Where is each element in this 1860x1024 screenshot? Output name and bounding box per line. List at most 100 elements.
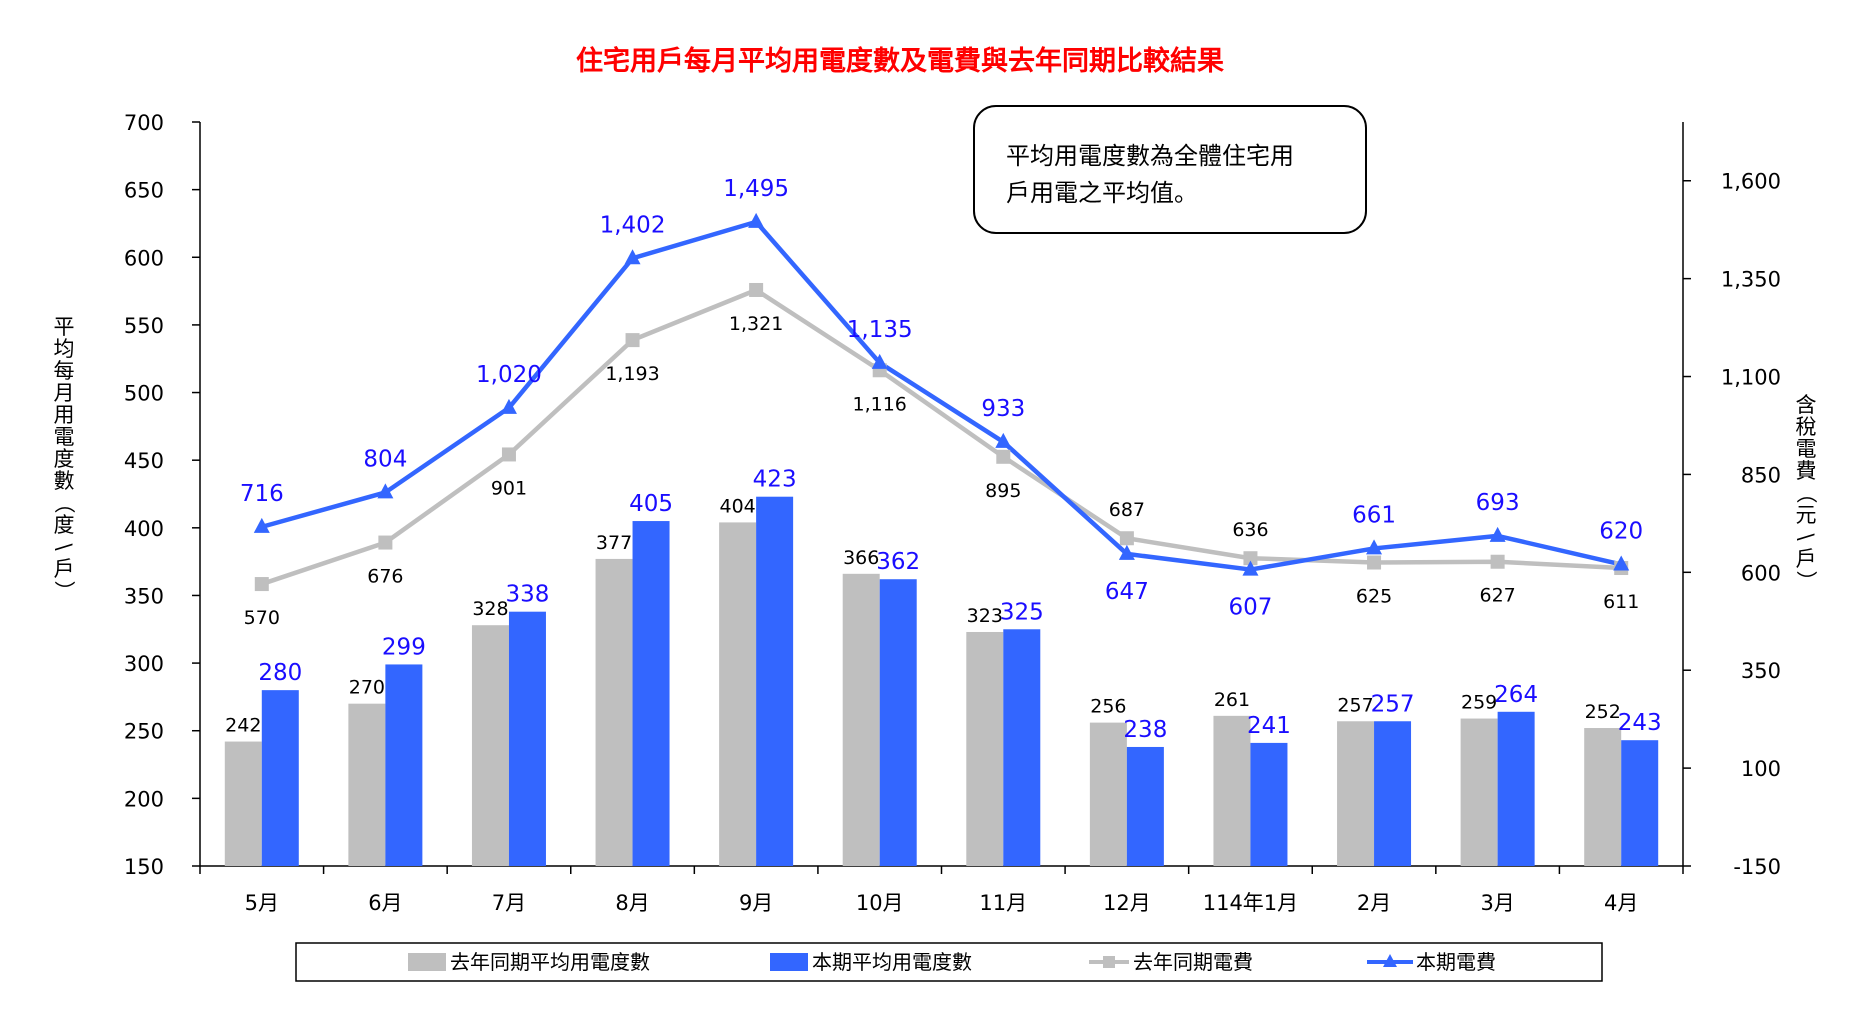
y-tick-label: 550 (124, 314, 164, 338)
bar-label-prev: 259 (1461, 692, 1497, 714)
legend: 去年同期平均用電度數 本期平均用電度數 去年同期電費 本期電費 (295, 942, 1603, 982)
bar-label-prev: 366 (843, 547, 879, 569)
line-label-curr-fee: 716 (240, 481, 284, 507)
marker-curr-fee (871, 353, 888, 369)
bar-curr-kwh (1621, 740, 1659, 866)
legend-label-curr-kwh: 本期平均用電度數 (812, 950, 972, 974)
bar-prev-kwh (1584, 728, 1622, 866)
y-tick-label: 250 (124, 720, 164, 744)
legend-marker-prev-fee (1103, 956, 1115, 968)
legend-swatch-curr-kwh (770, 953, 808, 971)
line-label-curr-fee: 1,020 (476, 362, 542, 388)
x-tick-label: 3月 (1480, 891, 1514, 915)
bar-curr-kwh (385, 664, 423, 866)
bar-label-prev: 257 (1337, 694, 1373, 716)
marker-curr-fee (1242, 560, 1259, 576)
bar-curr-kwh (632, 521, 670, 866)
marker-curr-fee (1489, 526, 1506, 542)
axis-title-char: 月 (54, 381, 75, 405)
axis-title-char: 平 (54, 315, 75, 339)
bar-label-prev: 377 (596, 532, 632, 554)
marker-prev-fee (378, 535, 393, 550)
legend-label-prev-fee: 去年同期電費 (1133, 950, 1253, 974)
line-label-curr-fee: 693 (1476, 490, 1520, 516)
axis-title-char: 稅 (1796, 415, 1817, 439)
axis-title-char: 含 (1796, 393, 1817, 417)
bar-label-curr: 280 (258, 660, 302, 686)
line-label-prev-fee: 611 (1603, 591, 1639, 613)
line-prev-fee (261, 287, 1622, 587)
bar-prev-kwh (966, 631, 1004, 866)
marker-curr-fee (1613, 555, 1630, 571)
axis-title-char: \ (52, 543, 76, 551)
axes: 700 650 600 550 500 450 400 350 300 250 200 150 1,60… (52, 111, 1818, 915)
axis-title-char: 均 (54, 337, 75, 361)
axis-title-char: 度 (54, 447, 75, 471)
bar-curr-kwh (1126, 746, 1164, 866)
bar-curr-kwh (1374, 721, 1412, 866)
axis-title-char: 電 (54, 425, 75, 449)
bar-label-prev: 256 (1090, 696, 1126, 718)
y2-tick-label: 350 (1741, 659, 1781, 683)
bar-label-curr: 241 (1247, 713, 1291, 739)
marker-prev-fee (625, 333, 640, 348)
legend-label-prev-kwh: 去年同期平均用電度數 (450, 950, 650, 974)
y-tick-label: 600 (124, 246, 164, 270)
marker-curr-fee (253, 517, 270, 533)
bar-prev-kwh (1460, 718, 1498, 866)
bar-prev-kwh (471, 625, 509, 866)
bar-curr-kwh (1003, 629, 1041, 866)
marker-prev-fee (1367, 555, 1382, 570)
bar-curr-kwh (1250, 742, 1288, 866)
bars (224, 496, 1659, 866)
axis-title-char: 用 (54, 403, 75, 427)
bar-prev-kwh (842, 573, 880, 866)
line-label-prev-fee: 625 (1356, 586, 1392, 608)
line-label-curr-fee: 661 (1352, 502, 1396, 528)
y2-tick-label: 850 (1741, 463, 1781, 487)
x-tick-label: 6月 (368, 891, 402, 915)
bar-prev-kwh (1337, 721, 1375, 866)
marker-prev-fee (996, 449, 1011, 464)
legend-label-curr-fee: 本期電費 (1416, 950, 1496, 974)
axis-title-char: 度 (54, 513, 75, 537)
x-tick-label: 12月 (1103, 891, 1151, 915)
annotation-text: 平均用電度數為全體住宅用 (1006, 142, 1294, 170)
x-tick-label: 2月 (1357, 891, 1391, 915)
line-label-prev-fee: 676 (367, 566, 403, 588)
line-curr-fee (261, 219, 1622, 572)
bar-curr-kwh (261, 690, 299, 866)
annotation-frame (973, 105, 1367, 234)
marker-prev-fee (1490, 554, 1505, 569)
x-tick-label: 114年1月 (1203, 891, 1298, 915)
bar-prev-kwh (348, 703, 386, 866)
x-tick-label: 10月 (856, 891, 904, 915)
x-tick-label: 8月 (615, 891, 649, 915)
chart-title: 住宅用戶每月平均用電度數及電費與去年同期比較結果 (576, 45, 1224, 77)
x-tick-label: 5月 (245, 891, 279, 915)
y2-tick-label: 1,100 (1721, 366, 1781, 390)
line-label-curr-fee: 647 (1105, 579, 1149, 605)
line-label-prev-fee: 1,116 (853, 393, 907, 415)
bar-label-curr: 405 (629, 491, 673, 517)
line-label-prev-fee: 687 (1109, 499, 1145, 521)
y2-tick-label: 100 (1741, 757, 1781, 781)
y2-tick-label: 1,350 (1721, 268, 1781, 292)
y-tick-label: 300 (124, 652, 164, 676)
bar-curr-kwh (879, 579, 917, 866)
bar-prev-kwh (595, 558, 633, 866)
axis-title-char: （ (52, 493, 76, 514)
bar-prev-kwh (719, 522, 757, 866)
bar-label-curr: 238 (1123, 717, 1167, 743)
line-label-prev-fee: 1,321 (729, 313, 783, 335)
axis-title-char: 費 (1796, 459, 1817, 483)
bar-label-curr: 243 (1618, 710, 1662, 736)
marker-curr-fee (500, 398, 517, 414)
marker-prev-fee (1243, 551, 1258, 566)
marker-curr-fee (1118, 544, 1135, 560)
y-tick-label: 150 (124, 855, 164, 879)
line-label-prev-fee: 1,193 (605, 363, 659, 385)
marker-curr-fee (1366, 539, 1383, 555)
y2-tick-label: 600 (1741, 561, 1781, 585)
